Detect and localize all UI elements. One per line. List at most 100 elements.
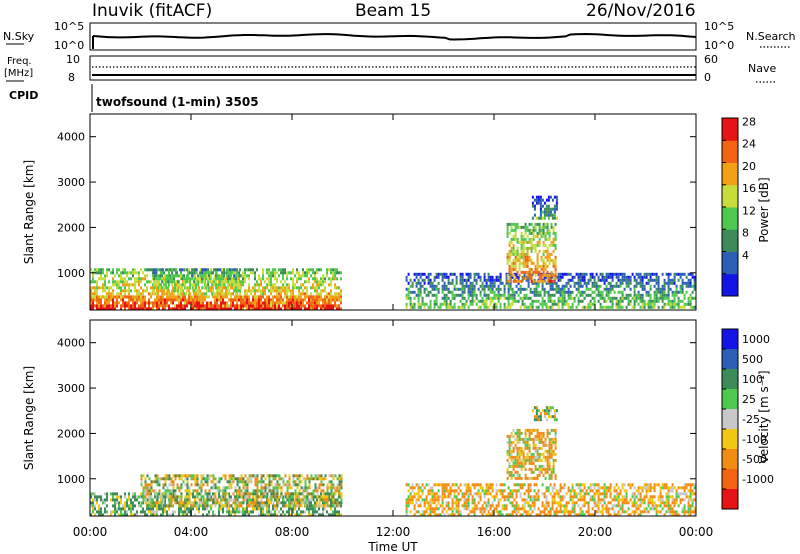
velocity-cell bbox=[537, 507, 540, 511]
power-cell bbox=[663, 281, 666, 285]
power-cell bbox=[231, 292, 234, 296]
power-cell bbox=[493, 296, 496, 300]
velocity-cell bbox=[447, 501, 450, 505]
power-cell bbox=[116, 271, 118, 275]
power-cell bbox=[188, 295, 190, 299]
power-cell bbox=[479, 299, 482, 303]
power-cell bbox=[552, 228, 555, 232]
power-cell bbox=[537, 305, 540, 309]
power-cell bbox=[463, 290, 466, 294]
velocity-cell bbox=[248, 498, 250, 502]
power-cell bbox=[477, 272, 480, 276]
power-cell bbox=[685, 284, 688, 288]
power-cell bbox=[300, 301, 302, 305]
power-cell bbox=[667, 299, 670, 303]
power-cell bbox=[118, 295, 120, 299]
power-cell bbox=[529, 302, 532, 306]
velocity-cell bbox=[284, 504, 287, 508]
power-cell bbox=[643, 302, 646, 306]
power-cell bbox=[613, 272, 616, 276]
velocity-cell bbox=[238, 504, 241, 508]
velocity-cell bbox=[168, 495, 171, 499]
velocity-cell bbox=[114, 513, 116, 517]
velocity-cell bbox=[226, 492, 229, 496]
velocity-cell bbox=[455, 510, 458, 514]
power-cell bbox=[443, 296, 446, 300]
velocity-cell bbox=[232, 480, 235, 484]
velocity-cell bbox=[264, 504, 266, 508]
power-cell bbox=[465, 281, 468, 285]
power-cell bbox=[495, 278, 498, 282]
power-cell bbox=[246, 307, 248, 311]
power-cell bbox=[563, 293, 566, 297]
velocity-cell bbox=[230, 513, 232, 517]
power-cell bbox=[546, 225, 549, 229]
power-cell bbox=[214, 307, 216, 311]
power-cell bbox=[159, 268, 162, 272]
velocity-cell bbox=[150, 504, 153, 508]
power-cell bbox=[324, 277, 326, 281]
power-cell bbox=[577, 287, 580, 291]
velocity-cell bbox=[521, 504, 524, 508]
velocity-cell bbox=[312, 507, 314, 511]
power-cell bbox=[152, 286, 154, 290]
velocity-cell bbox=[260, 477, 263, 481]
power-cell bbox=[238, 271, 240, 275]
power-cell bbox=[126, 304, 128, 308]
velocity-cell bbox=[338, 486, 341, 490]
power-cell bbox=[561, 302, 564, 306]
power-cell bbox=[510, 267, 513, 271]
velocity-cell bbox=[294, 498, 297, 502]
velocity-cell bbox=[92, 510, 94, 514]
power-cell bbox=[548, 252, 551, 256]
velocity-cell bbox=[499, 513, 502, 517]
velocity-cell bbox=[537, 495, 540, 499]
power-cell bbox=[542, 249, 545, 253]
power-cell bbox=[278, 304, 280, 308]
power-cell bbox=[142, 271, 144, 275]
power-cell bbox=[467, 290, 470, 294]
power-cell bbox=[322, 304, 324, 308]
power-cell bbox=[461, 293, 464, 297]
velocity-cell bbox=[427, 489, 430, 493]
velocity-cell bbox=[178, 513, 180, 517]
power-cell bbox=[222, 295, 224, 299]
velocity-cell bbox=[525, 489, 528, 493]
velocity-cell bbox=[463, 507, 466, 511]
power-cell bbox=[477, 275, 480, 279]
velocity-cell bbox=[214, 492, 217, 496]
power-cell bbox=[220, 301, 222, 305]
power-cell bbox=[124, 292, 126, 296]
power-cell bbox=[473, 293, 476, 297]
power-cell bbox=[499, 287, 502, 291]
power-cell bbox=[230, 295, 232, 299]
power-cell bbox=[116, 283, 118, 287]
velocity-cell bbox=[479, 492, 482, 496]
power-cell bbox=[522, 234, 525, 238]
power-cell bbox=[230, 298, 232, 302]
velocity-cell bbox=[266, 483, 269, 487]
power-cell bbox=[228, 307, 230, 311]
power-cell bbox=[449, 299, 452, 303]
power-cell bbox=[671, 278, 674, 282]
power-cell bbox=[532, 225, 535, 229]
power-cell bbox=[681, 299, 684, 303]
power-cell bbox=[547, 204, 550, 208]
power-cell bbox=[605, 290, 608, 294]
power-cell bbox=[100, 298, 102, 302]
power-cell bbox=[144, 277, 146, 281]
power-cell bbox=[510, 228, 513, 232]
power-cell bbox=[304, 307, 306, 311]
power-cell bbox=[547, 195, 550, 199]
power-cell bbox=[603, 275, 606, 279]
velocity-cell bbox=[220, 489, 223, 493]
velocity-cell bbox=[124, 492, 126, 496]
velocity-cell bbox=[425, 510, 428, 514]
power-cell bbox=[330, 304, 332, 308]
power-cell bbox=[489, 290, 492, 294]
power-cell bbox=[231, 277, 234, 281]
power-cell bbox=[328, 268, 330, 272]
velocity-cell bbox=[294, 501, 297, 505]
velocity-cell bbox=[302, 489, 305, 493]
power-cell bbox=[441, 287, 444, 291]
